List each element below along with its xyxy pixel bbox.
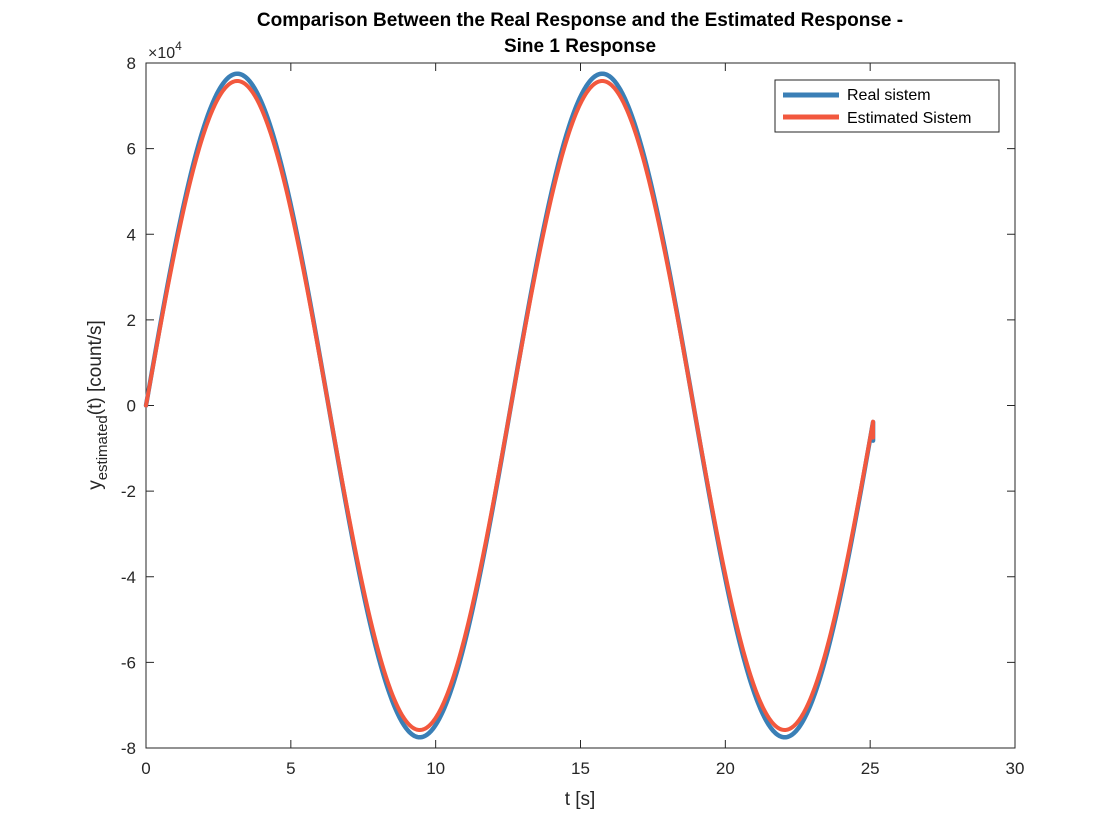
x-tick-label: 15 <box>571 759 590 778</box>
legend: Real sistem Estimated Sistem <box>774 79 1000 133</box>
y-tick-label: 6 <box>127 140 136 159</box>
x-axis-label: t [s] <box>565 789 596 810</box>
x-tick-label: 5 <box>286 759 295 778</box>
plot-area <box>145 62 1016 749</box>
y-tick-label: 4 <box>127 225 136 244</box>
x-tick-label: 30 <box>1006 759 1025 778</box>
y-axis-exponent: ×104 <box>148 39 182 62</box>
legend-label-real: Real sistem <box>847 87 931 104</box>
y-axis-label: yestimated(t) [count/s] <box>85 320 111 490</box>
chart-title-line-1: Comparison Between the Real Response and… <box>257 10 903 31</box>
y-axis-label-main: y <box>85 480 106 490</box>
x-tick-label: 20 <box>716 759 735 778</box>
series-layer <box>143 71 876 740</box>
y-tick-label: -4 <box>121 568 136 587</box>
y-axis-exponent-base: ×10 <box>148 45 175 62</box>
legend-label-estimated: Estimated Sistem <box>847 110 971 127</box>
x-tick-label: 25 <box>861 759 880 778</box>
y-tick-label: 0 <box>127 397 136 416</box>
y-tick-label: -8 <box>121 739 136 758</box>
y-tick-label: 8 <box>127 54 136 73</box>
legend-box <box>774 79 1000 133</box>
y-tick-label: -6 <box>121 653 136 672</box>
x-tick-label: 0 <box>141 759 150 778</box>
y-tick-label: -2 <box>121 482 136 501</box>
y-axis-ticks: -8 -6 -4 -2 0 2 4 6 8 <box>121 54 1015 758</box>
y-axis-exponent-power: 4 <box>175 39 182 53</box>
x-axis-ticks: 0 5 10 15 20 25 30 <box>141 63 1024 778</box>
x-tick-label: 10 <box>426 759 445 778</box>
y-tick-label: 2 <box>127 311 136 330</box>
y-axis-label-subscript: estimated <box>94 415 111 480</box>
chart-title-line-2: Sine 1 Response <box>504 36 656 57</box>
y-axis-label-rest: (t) [count/s] <box>85 320 106 415</box>
series-line-estimated <box>144 78 876 733</box>
